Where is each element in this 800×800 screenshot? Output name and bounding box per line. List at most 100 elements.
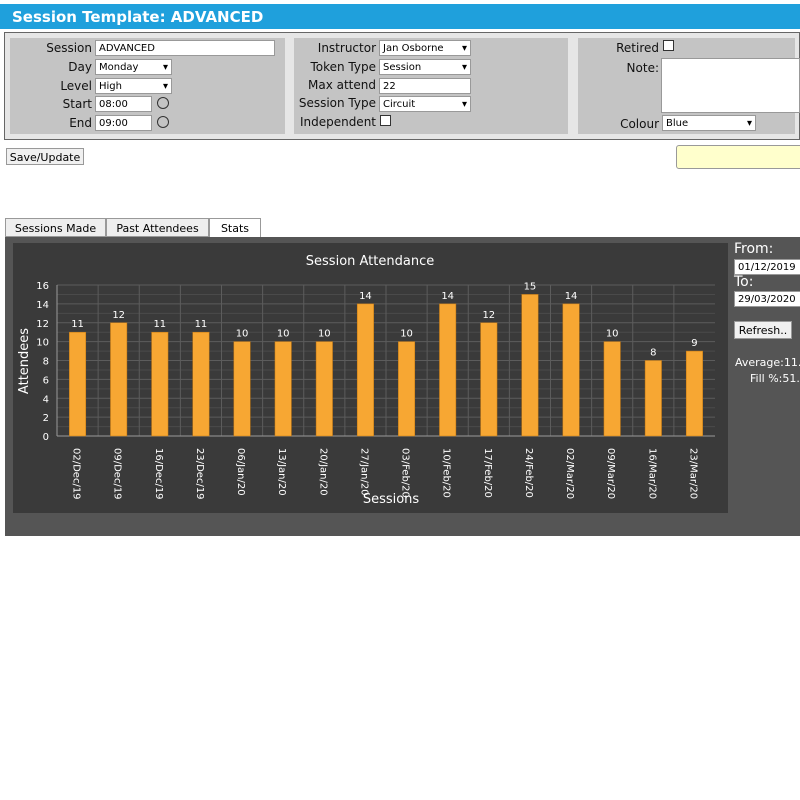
checkbox[interactable] bbox=[380, 115, 391, 126]
bar bbox=[685, 350, 703, 437]
data-label: 8 bbox=[650, 348, 656, 359]
bar bbox=[603, 341, 621, 437]
message-box bbox=[676, 145, 800, 169]
time-input[interactable]: 08:00 bbox=[95, 96, 152, 112]
y-tick-label: 14 bbox=[36, 300, 49, 311]
y-tick-label: 6 bbox=[43, 375, 49, 386]
x-tick-label: 23/Mar/20 bbox=[687, 448, 698, 499]
field-label: Level bbox=[60, 79, 92, 93]
data-label: 10 bbox=[277, 329, 290, 340]
bar bbox=[521, 294, 539, 437]
field-label: Start bbox=[62, 97, 92, 111]
field-label: Day bbox=[68, 60, 92, 74]
tab[interactable]: Stats bbox=[209, 218, 261, 237]
x-tick-label: 20/Jan/20 bbox=[317, 448, 328, 496]
bar bbox=[398, 341, 416, 437]
x-tick-label: 02/Mar/20 bbox=[564, 448, 575, 499]
x-tick-label: 02/Dec/19 bbox=[71, 448, 82, 500]
data-label: 11 bbox=[195, 319, 208, 330]
dropdown[interactable]: Session bbox=[379, 59, 471, 75]
chart: Session Attendance Sessions Attendees 02… bbox=[13, 243, 728, 513]
y-axis-label: Attendees bbox=[17, 328, 32, 394]
field-label: Note: bbox=[626, 61, 659, 75]
data-label: 10 bbox=[400, 329, 413, 340]
field-label: Retired bbox=[616, 41, 659, 55]
tab[interactable]: Past Attendees bbox=[106, 218, 209, 237]
y-tick-label: 16 bbox=[36, 281, 49, 292]
text-input[interactable]: ADVANCED bbox=[95, 40, 275, 56]
clock-icon[interactable] bbox=[157, 116, 169, 128]
field-label: Colour bbox=[620, 117, 659, 131]
bar bbox=[233, 341, 251, 437]
number-input[interactable]: 22 bbox=[379, 78, 471, 94]
field-label: Token Type bbox=[310, 60, 376, 74]
x-tick-label: 17/Feb/20 bbox=[482, 448, 493, 498]
x-tick-label: 16/Mar/20 bbox=[646, 448, 657, 499]
y-tick-label: 8 bbox=[43, 357, 49, 368]
y-tick-label: 12 bbox=[36, 319, 49, 330]
x-tick-label: 23/Dec/19 bbox=[194, 448, 205, 500]
bar bbox=[274, 341, 292, 437]
data-label: 11 bbox=[153, 319, 166, 330]
field-label: Session bbox=[46, 41, 92, 55]
chart-title: Session Attendance bbox=[306, 254, 434, 269]
date-input[interactable]: 29/03/2020 bbox=[734, 291, 800, 307]
refresh-button[interactable]: Refresh.. bbox=[734, 321, 792, 339]
y-tick-label: 0 bbox=[43, 432, 49, 443]
field-label: End bbox=[69, 116, 92, 130]
dropdown[interactable]: Circuit bbox=[379, 96, 471, 112]
x-tick-label: 03/Feb/20 bbox=[400, 448, 411, 498]
data-label: 10 bbox=[606, 329, 619, 340]
x-tick-label: 16/Dec/19 bbox=[153, 448, 164, 500]
bar bbox=[562, 303, 580, 437]
y-tick-label: 10 bbox=[36, 338, 49, 349]
x-tick-label: 06/Jan/20 bbox=[235, 448, 246, 496]
x-tick-label: 13/Jan/20 bbox=[276, 448, 287, 496]
header-bar: Session Template: ADVANCED bbox=[0, 4, 800, 29]
bar bbox=[439, 303, 457, 437]
bar bbox=[315, 341, 333, 437]
date-input[interactable]: 01/12/2019 bbox=[734, 259, 800, 275]
x-tick-label: 10/Feb/20 bbox=[441, 448, 452, 498]
checkbox[interactable] bbox=[663, 40, 674, 51]
dropdown[interactable]: High bbox=[95, 78, 172, 94]
y-tick-label: 2 bbox=[43, 413, 49, 424]
clock-icon[interactable] bbox=[157, 97, 169, 109]
field-label: Instructor bbox=[317, 41, 376, 55]
data-label: 10 bbox=[318, 329, 331, 340]
data-label: 14 bbox=[441, 291, 454, 302]
from-label: From: bbox=[734, 241, 774, 257]
field-label: Max attend bbox=[308, 78, 376, 92]
x-axis-label: Sessions bbox=[363, 492, 420, 507]
data-label: 12 bbox=[482, 310, 495, 321]
to-label: To: bbox=[734, 274, 754, 290]
bar bbox=[151, 331, 169, 437]
x-tick-label: 24/Feb/20 bbox=[523, 448, 534, 498]
field-label: Session Type bbox=[298, 96, 376, 110]
dropdown[interactable]: Jan Osborne bbox=[379, 40, 471, 56]
data-label: 14 bbox=[359, 291, 372, 302]
fill-text: Fill %:51. bbox=[750, 372, 800, 385]
time-input[interactable]: 09:00 bbox=[95, 115, 152, 131]
header-title: Session Template: ADVANCED bbox=[12, 8, 264, 26]
data-label: 15 bbox=[524, 281, 537, 292]
note-textarea[interactable] bbox=[661, 58, 800, 113]
x-tick-label: 09/Mar/20 bbox=[605, 448, 616, 499]
dropdown[interactable]: Monday bbox=[95, 59, 172, 75]
bar bbox=[192, 331, 210, 437]
x-tick-label: 27/Jan/20 bbox=[358, 448, 369, 496]
tab[interactable]: Sessions Made bbox=[5, 218, 106, 237]
dropdown[interactable]: Blue bbox=[662, 115, 756, 131]
data-label: 11 bbox=[71, 319, 84, 330]
bar bbox=[69, 331, 87, 437]
data-label: 10 bbox=[236, 329, 249, 340]
bar bbox=[480, 322, 498, 437]
field-label: Independent bbox=[299, 115, 376, 129]
bar bbox=[644, 360, 662, 437]
x-tick-label: 09/Dec/19 bbox=[112, 448, 123, 500]
data-label: 14 bbox=[565, 291, 578, 302]
save-button[interactable]: Save/Update bbox=[6, 148, 84, 165]
y-tick-label: 4 bbox=[43, 394, 49, 405]
data-label: 9 bbox=[691, 338, 697, 349]
